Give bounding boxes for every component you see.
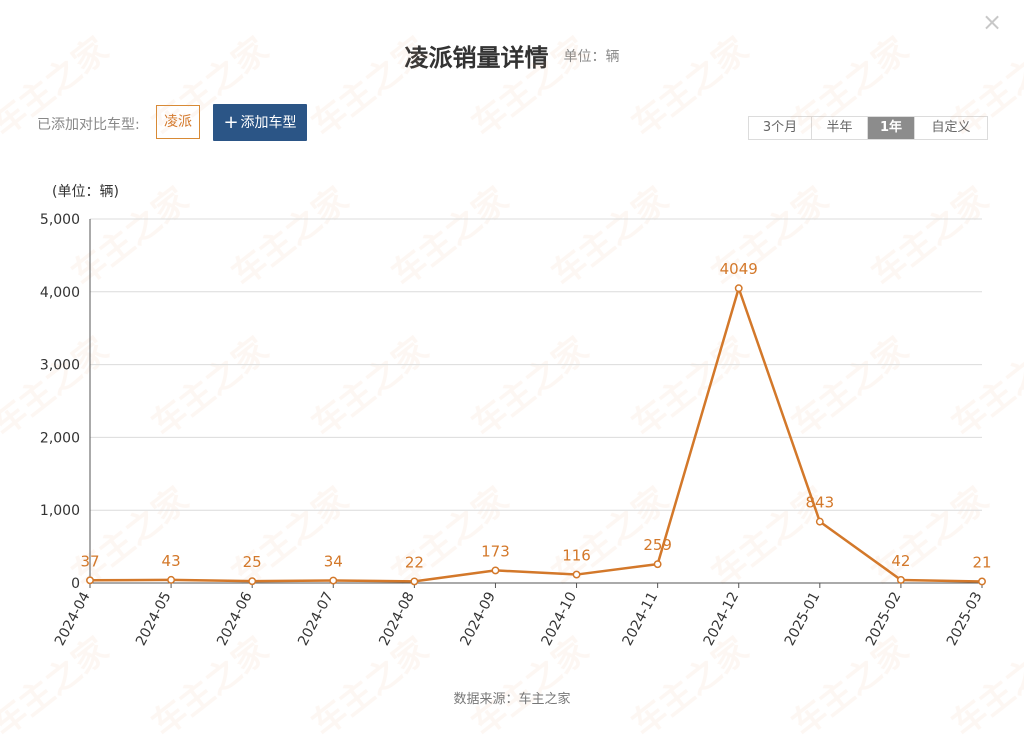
data-point bbox=[86, 576, 94, 585]
data-label: 173 bbox=[481, 542, 510, 560]
data-label: 21 bbox=[972, 553, 991, 571]
data-point bbox=[248, 577, 257, 586]
data-point bbox=[167, 575, 176, 584]
data-label: 37 bbox=[80, 552, 99, 570]
compare-label: 已添加对比车型: bbox=[37, 117, 140, 133]
title-unit: 单位：辆 bbox=[563, 48, 620, 65]
plus-icon: + bbox=[223, 112, 239, 133]
x-tick-label: 2024-07 bbox=[295, 589, 337, 648]
data-label: 116 bbox=[562, 547, 591, 565]
y-axis-unit-label: (单位：辆) bbox=[52, 184, 119, 200]
page-title: 凌派销量详情 bbox=[404, 43, 549, 72]
close-icon[interactable]: × bbox=[981, 8, 1003, 36]
add-model-button[interactable]: + 添加车型 bbox=[213, 104, 307, 141]
x-tick-label: 2024-11 bbox=[620, 589, 662, 648]
data-point bbox=[734, 284, 743, 293]
y-tick-label: 3,000 bbox=[40, 358, 80, 374]
data-label: 843 bbox=[805, 494, 834, 512]
data-point bbox=[978, 577, 986, 586]
data-label: 42 bbox=[891, 552, 910, 570]
data-label: 22 bbox=[405, 553, 424, 571]
x-tick-label: 2024-05 bbox=[133, 589, 175, 648]
data-point bbox=[815, 517, 824, 526]
compare-model-tag[interactable]: 凌派 bbox=[156, 105, 200, 139]
x-tick-label: 2025-02 bbox=[863, 589, 905, 648]
x-tick-label: 2024-09 bbox=[457, 589, 499, 648]
x-tick-label: 2025-03 bbox=[944, 589, 986, 648]
x-tick-label: 2024-04 bbox=[52, 589, 94, 648]
y-tick-label: 1,000 bbox=[40, 503, 80, 519]
data-point bbox=[896, 575, 905, 584]
data-point bbox=[572, 570, 581, 579]
range-tab-custom[interactable]: 自定义 bbox=[915, 117, 987, 139]
data-label: 34 bbox=[324, 553, 343, 571]
data-label: 25 bbox=[243, 553, 262, 571]
y-tick-label: 0 bbox=[71, 576, 80, 592]
range-tab-half-year[interactable]: 半年 bbox=[812, 117, 868, 139]
time-range-selector: 3个月 半年 1年 自定义 bbox=[748, 116, 988, 140]
series-line bbox=[89, 286, 983, 583]
x-tick-label: 2024-12 bbox=[701, 589, 743, 648]
x-tick-label: 2024-08 bbox=[376, 589, 418, 648]
x-tick-label: 2025-01 bbox=[782, 589, 824, 648]
title-row: 凌派销量详情 单位：辆 bbox=[0, 38, 1024, 73]
range-tab-1-year[interactable]: 1年 bbox=[868, 117, 915, 139]
x-tick-label: 2024-06 bbox=[214, 589, 256, 648]
x-tick-label: 2024-10 bbox=[538, 589, 580, 648]
add-model-label: 添加车型 bbox=[240, 115, 297, 131]
data-source: 数据来源：车主之家 bbox=[453, 692, 571, 707]
range-tab-3-months[interactable]: 3个月 bbox=[749, 117, 812, 139]
data-label: 4049 bbox=[720, 260, 758, 278]
data-point bbox=[329, 576, 338, 585]
data-label: 43 bbox=[162, 552, 181, 570]
data-point bbox=[491, 566, 500, 575]
y-tick-label: 4,000 bbox=[40, 285, 80, 301]
data-point bbox=[410, 577, 419, 586]
y-tick-label: 5,000 bbox=[40, 212, 80, 228]
data-label: 259 bbox=[643, 536, 672, 554]
data-point bbox=[653, 560, 662, 569]
y-tick-label: 2,000 bbox=[40, 430, 80, 446]
